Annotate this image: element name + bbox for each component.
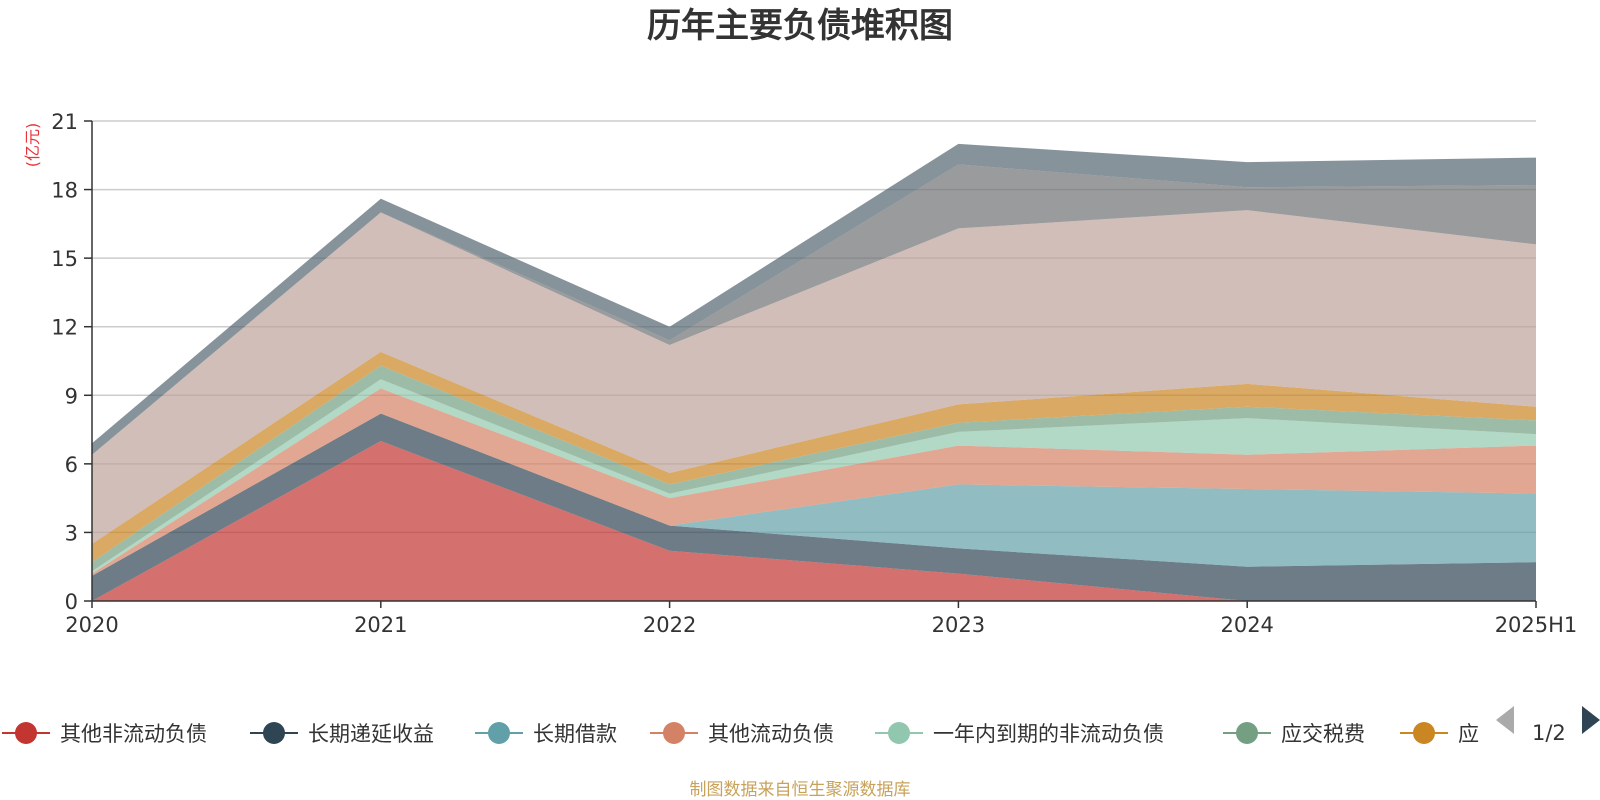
area-series-7 [92, 210, 1536, 544]
legend-label: 其他流动负债 [708, 722, 834, 746]
legend-marker [663, 722, 685, 744]
x-tick-label: 2022 [643, 613, 696, 637]
legend-label: 长期递延收益 [308, 722, 434, 746]
y-tick-label: 12 [51, 316, 78, 340]
y-tick-label: 9 [65, 384, 78, 408]
data-source-note: 制图数据来自恒生聚源数据库 [690, 780, 911, 800]
legend-marker [1413, 722, 1435, 744]
legend: 其他非流动负债 长期递延收益 长期借款 其他流动负债 一年内到期的非流动负债 应交税费 应 [2, 722, 1479, 746]
legend-label: 一年内到期的非流动负债 [933, 722, 1164, 746]
legend-marker [15, 722, 37, 744]
legend-item[interactable]: 长期借款 [475, 722, 617, 746]
area-series-4 [92, 379, 1536, 574]
legend-item[interactable]: 应交税费 [1223, 722, 1365, 746]
y-tick-label: 15 [51, 247, 78, 271]
legend-label: 长期借款 [533, 722, 617, 746]
x-tick-label: 2020 [65, 613, 118, 637]
y-tick-label: 18 [51, 179, 78, 203]
chart-title: 历年主要负债堆积图 [647, 6, 953, 46]
legend-marker [488, 722, 510, 744]
stacked-areas [92, 143, 1536, 601]
legend-item[interactable]: 应 [1400, 722, 1479, 746]
area-series-3 [92, 388, 1536, 576]
legend-marker [263, 722, 285, 744]
x-tick-label: 2024 [1220, 613, 1273, 637]
axes: 0 3 6 9 12 15 18 21 2020 2021 2022 2023 2024 2025H1 [51, 110, 1577, 637]
area-series-8 [92, 164, 1536, 455]
legend-label: 应 [1458, 722, 1479, 746]
area-series-5 [92, 365, 1536, 572]
legend-label: 应交税费 [1281, 722, 1365, 746]
prev-page-icon[interactable] [1496, 706, 1514, 734]
legend-page-indicator: 1/2 [1532, 721, 1566, 745]
legend-pager: 1/2 [1496, 706, 1600, 745]
area-series-0 [92, 441, 1536, 601]
x-tick-label: 2021 [354, 613, 407, 637]
area-series-6 [92, 351, 1536, 563]
y-tick-label: 3 [65, 521, 78, 545]
y-tick-label: 6 [65, 453, 78, 477]
y-tick-label: 0 [65, 590, 78, 614]
y-tick-label: 21 [51, 110, 78, 134]
legend-marker [1236, 722, 1258, 744]
x-tick-label: 2023 [932, 613, 985, 637]
x-tick-label: 2025H1 [1495, 613, 1578, 637]
y-axis-unit: (亿元) [23, 123, 42, 168]
legend-label: 其他非流动负债 [60, 722, 207, 746]
legend-item[interactable]: 其他非流动负债 [2, 722, 207, 746]
legend-item[interactable]: 长期递延收益 [250, 722, 434, 746]
legend-item[interactable]: 其他流动负债 [650, 722, 834, 746]
area-series-1 [92, 413, 1536, 601]
next-page-icon[interactable] [1582, 706, 1600, 734]
area-series-2 [92, 413, 1536, 576]
legend-item[interactable]: 一年内到期的非流动负债 [875, 722, 1164, 746]
area-series-9 [92, 143, 1536, 455]
legend-marker [888, 722, 910, 744]
